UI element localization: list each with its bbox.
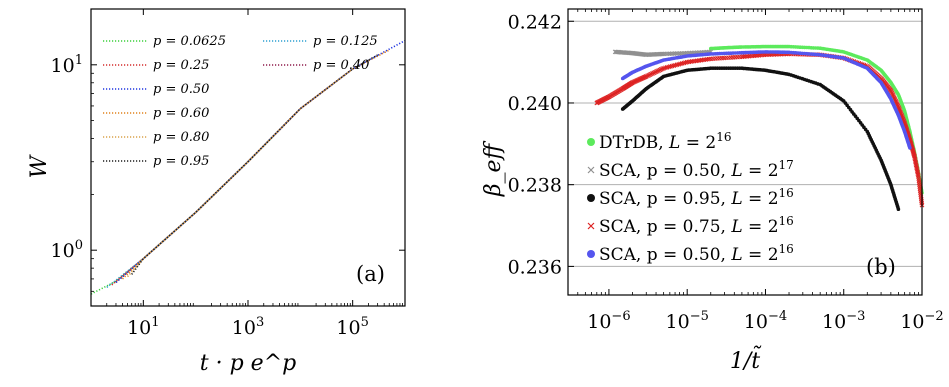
- panel-b-legend-marker-4: [587, 250, 595, 258]
- panel-b-xlabel: 1/t̃: [730, 344, 762, 374]
- panel-a-legend-label-0: p = 0.0625: [153, 34, 226, 49]
- panel-b-ytick-label-3: 0.242: [508, 11, 562, 33]
- panel-b-xtick-label-3: 10−3: [822, 309, 865, 333]
- panel-a-legend-label-2: p = 0.25: [153, 58, 209, 73]
- panel-a-legend-label-6: p = 0.80: [153, 130, 209, 145]
- panel-a-legend-label-7: p = 0.95: [153, 154, 209, 169]
- panel-b-legend: DTrDB, L = 216 SCA, p = 0.50, L = 217 SCA,…: [587, 130, 794, 265]
- panel-b-grid: [568, 20, 922, 267]
- panel-b: 10−6 10−5 10−4 10−3 10−2 0.236 0.238 0.240 0.242…: [481, 8, 944, 374]
- panel-b-xtick-label-0: 10−6: [587, 309, 630, 333]
- panel-b-legend-marker-2: [587, 194, 595, 202]
- panel-b-series-layer: [594, 44, 925, 211]
- panel-a-xtick-label-1: 103: [232, 315, 264, 339]
- panel-b-legend-label-1: SCA, p = 0.50, L = 217: [599, 158, 794, 181]
- panel-b-tag: (b): [866, 255, 896, 279]
- panel-b-ticks: 10−6 10−5 10−4 10−3 10−2 0.236 0.238 0.240 0.242: [508, 9, 944, 333]
- panel-b-xtick-label-4: 10−2: [900, 309, 943, 333]
- panel-a-series-6-line: [126, 68, 354, 278]
- panel-a-xtick-label-0: 101: [127, 315, 159, 339]
- panel-b-series-4-point: [908, 146, 912, 150]
- panel-b-xtick-label-2: 10−4: [744, 309, 787, 333]
- panel-a-ytick-label-1: 101: [51, 53, 83, 77]
- panel-a-ticks: 101 103 105 100 101: [51, 8, 405, 339]
- panel-b-legend-label-3: SCA, p = 0.75, L = 216: [599, 214, 794, 237]
- panel-a-legend-label-5: p = 0.60: [153, 106, 209, 121]
- panel-b-legend-label-4: SCA, p = 0.50, L = 216: [599, 242, 794, 265]
- panel-a-tag: (a): [356, 262, 385, 286]
- panel-b-series-3-point: [915, 172, 921, 178]
- panel-b-ytick-label-2: 0.240: [508, 93, 562, 115]
- panel-a-legend-label-4: p = 0.50: [153, 82, 209, 97]
- panel-a-xtick-label-2: 105: [336, 315, 368, 339]
- panel-b-legend-marker-0: [587, 138, 595, 146]
- panel-b-frame: [567, 8, 923, 296]
- panel-b-ylabel: β_eff: [481, 140, 506, 197]
- panel-a-series-7-line: [131, 54, 378, 275]
- panel-a-series-layer: [90, 39, 406, 295]
- panel-a-series-2-line: [111, 84, 333, 286]
- panel-b-series-3-point: [706, 56, 712, 62]
- panel-a-xlabel: t · p e^p: [200, 351, 296, 376]
- panel-b-ytick-label-1: 0.238: [508, 175, 562, 197]
- panel-a-ytick-label-0: 100: [51, 238, 83, 262]
- panel-b-series-4: [620, 50, 912, 150]
- panel-a-legend: p = 0.0625 p = 0.25 p = 0.50 p = 0.60 p = 0.…: [103, 34, 378, 169]
- panel-a-legend-label-3: p = 0.40: [313, 58, 369, 73]
- panel-b-legend-marker-3: [587, 222, 595, 230]
- panel-b-legend-label-0: DTrDB, L = 216: [599, 130, 731, 153]
- panel-b-legend-marker-1: [587, 166, 595, 174]
- panel-b-xtick-label-1: 10−5: [666, 309, 709, 333]
- panel-a-legend-label-1: p = 0.125: [313, 34, 378, 49]
- panel-b-series-2-point: [896, 207, 901, 211]
- panel-b-ytick-label-0: 0.236: [508, 256, 562, 278]
- panel-b-series-2: [620, 66, 901, 211]
- panel-b-legend-label-2: SCA, p = 0.95, L = 216: [599, 186, 794, 209]
- panel-a-ylabel: W: [27, 153, 52, 178]
